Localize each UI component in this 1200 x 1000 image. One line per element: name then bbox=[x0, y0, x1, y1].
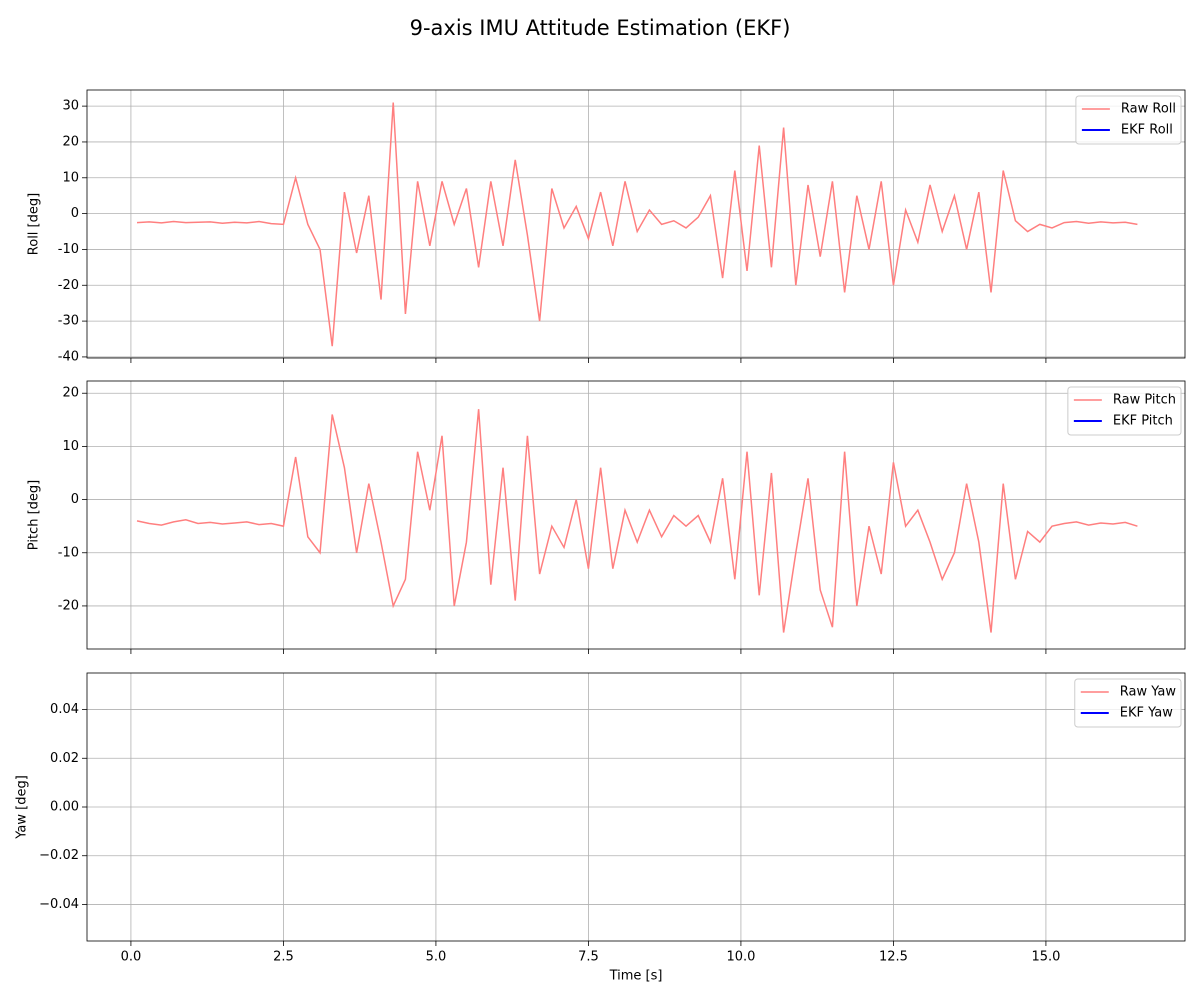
y-axis-label: Roll [deg] bbox=[27, 193, 42, 255]
x-axis-label: Time [s] bbox=[609, 969, 663, 984]
y-tick-label: 10 bbox=[62, 439, 79, 454]
x-tick-label: 0.0 bbox=[121, 950, 142, 965]
legend-label: EKF Pitch bbox=[1113, 414, 1173, 429]
plot-area bbox=[136, 102, 1138, 347]
y-tick-label: -40 bbox=[58, 349, 79, 364]
plot-area bbox=[136, 409, 1138, 633]
y-tick-label: 0.02 bbox=[50, 751, 79, 766]
legend-label: EKF Roll bbox=[1121, 123, 1173, 138]
y-tick-label: 10 bbox=[62, 170, 79, 185]
legend: Raw Pitch EKF Pitch bbox=[1067, 386, 1182, 436]
y-tick-label: -20 bbox=[58, 598, 79, 613]
legend-label: Raw Pitch bbox=[1113, 393, 1176, 408]
y-tick-label: −0.04 bbox=[39, 897, 79, 912]
y-axis-label: Pitch [deg] bbox=[27, 480, 42, 550]
legend-label: Raw Yaw bbox=[1120, 685, 1177, 700]
legend-label: Raw Roll bbox=[1121, 102, 1176, 117]
y-tick-label: 20 bbox=[62, 386, 79, 401]
x-tick-label: 12.5 bbox=[879, 950, 908, 965]
legend-box bbox=[1075, 95, 1182, 145]
y-tick-label: 0.04 bbox=[50, 702, 79, 717]
figure-title: 9-axis IMU Attitude Estimation (EKF) bbox=[410, 16, 791, 40]
data-line bbox=[136, 409, 1138, 633]
legend-box bbox=[1074, 678, 1182, 728]
x-tick-label: 15.0 bbox=[1031, 950, 1060, 965]
y-tick-label: 0 bbox=[71, 206, 79, 221]
x-tick-label: 7.5 bbox=[578, 950, 599, 965]
legend: Raw Yaw EKF Yaw bbox=[1074, 678, 1182, 728]
x-tick-label: 10.0 bbox=[726, 950, 755, 965]
y-tick-label: 20 bbox=[62, 134, 79, 149]
y-axis-label: Yaw [deg] bbox=[15, 775, 30, 840]
y-tick-label: −0.02 bbox=[39, 848, 79, 863]
y-tick-label: 0.00 bbox=[50, 800, 79, 815]
legend-box bbox=[1067, 386, 1182, 436]
x-tick-label: 5.0 bbox=[426, 950, 447, 965]
axes-frame bbox=[86, 89, 1186, 359]
y-tick-label: -10 bbox=[58, 242, 79, 257]
legend: Raw Roll EKF Roll bbox=[1075, 95, 1182, 145]
y-tick-label: -20 bbox=[58, 278, 79, 293]
axes-frame bbox=[86, 380, 1186, 650]
x-tick-label: 2.5 bbox=[273, 950, 294, 965]
y-tick-label: 0 bbox=[71, 492, 79, 507]
data-line bbox=[136, 102, 1138, 347]
y-tick-label: 30 bbox=[62, 99, 79, 114]
y-tick-label: -30 bbox=[58, 314, 79, 329]
legend-label: EKF Yaw bbox=[1120, 706, 1173, 721]
y-tick-label: -10 bbox=[58, 545, 79, 560]
axes-frame bbox=[86, 672, 1186, 942]
